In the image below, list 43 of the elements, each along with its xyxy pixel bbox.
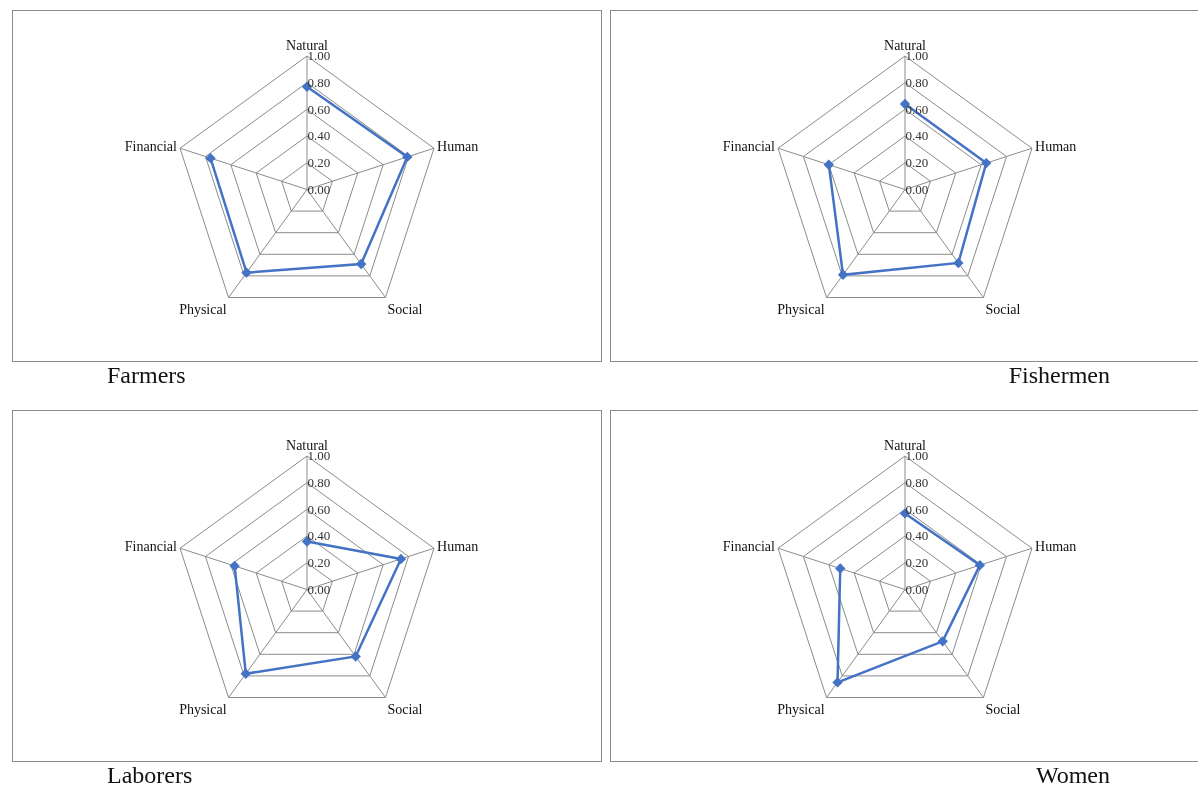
spoke-label: Human	[1035, 139, 1077, 155]
y-tick-label: 0.20	[307, 155, 331, 171]
spoke-label: Physical	[777, 702, 825, 718]
y-tick-label: 0.80	[905, 474, 929, 490]
spoke-label: Social	[387, 702, 423, 718]
y-tick-label: 0.40	[905, 128, 929, 144]
spoke-label: Natural	[286, 37, 329, 53]
spoke-label: Natural	[286, 437, 329, 453]
text: Laborers	[107, 762, 193, 789]
spoke-label: Physical	[179, 702, 227, 718]
spoke-label: Physical	[777, 302, 825, 318]
spoke-label: Human	[437, 139, 479, 155]
y-tick-label: 0.80	[905, 74, 929, 90]
y-tick-label: 0.40	[307, 528, 331, 544]
y-tick-label: 0.00	[905, 581, 929, 597]
y-tick-label: 0.40	[307, 128, 331, 144]
y-tick-label: 0.00	[307, 581, 331, 597]
spoke-label: Financial	[124, 139, 177, 155]
text: Farmers	[107, 362, 186, 389]
y-tick-label: 0.00	[307, 181, 331, 197]
spoke-label: Financial	[722, 139, 775, 155]
y-tick-label: 0.40	[905, 528, 929, 544]
y-tick-label: 0.60	[307, 101, 331, 117]
text: Women	[1035, 762, 1110, 789]
spoke-label: Financial	[124, 539, 177, 555]
spoke-label: Physical	[179, 302, 227, 318]
spoke-label: Social	[985, 702, 1021, 718]
y-tick-label: 0.60	[307, 501, 331, 517]
spoke-label: Human	[437, 539, 479, 555]
y-tick-label: 0.20	[905, 155, 929, 171]
y-tick-label: 0.80	[307, 474, 331, 490]
y-tick-label: 0.60	[905, 501, 929, 517]
spoke-label: Natural	[884, 37, 927, 53]
y-tick-label: 0.00	[905, 181, 929, 197]
spoke-label: Social	[985, 302, 1021, 318]
y-tick-label: 0.20	[905, 555, 929, 571]
text: Fishermen	[1008, 362, 1110, 389]
spoke-label: Social	[387, 302, 423, 318]
spoke-label: Financial	[722, 539, 775, 555]
spoke-label: Natural	[884, 437, 927, 453]
y-tick-label: 0.20	[307, 555, 331, 571]
y-tick-label: 0.80	[307, 74, 331, 90]
spoke-label: Human	[1035, 539, 1077, 555]
